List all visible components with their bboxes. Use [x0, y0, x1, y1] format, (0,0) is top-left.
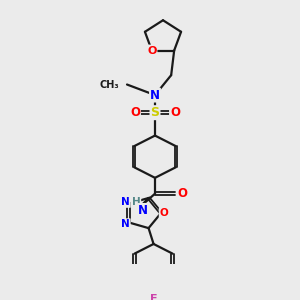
Text: O: O	[147, 46, 157, 56]
Text: CH₃: CH₃	[99, 80, 119, 89]
Text: O: O	[170, 106, 180, 119]
Text: N: N	[121, 219, 130, 229]
Text: O: O	[177, 187, 187, 200]
Text: O: O	[130, 106, 140, 119]
Text: F: F	[150, 294, 157, 300]
Text: N: N	[121, 197, 130, 207]
Text: S: S	[151, 106, 160, 119]
Text: O: O	[160, 208, 168, 218]
Text: H: H	[132, 197, 140, 208]
Text: N: N	[138, 204, 148, 217]
Text: N: N	[150, 88, 160, 102]
